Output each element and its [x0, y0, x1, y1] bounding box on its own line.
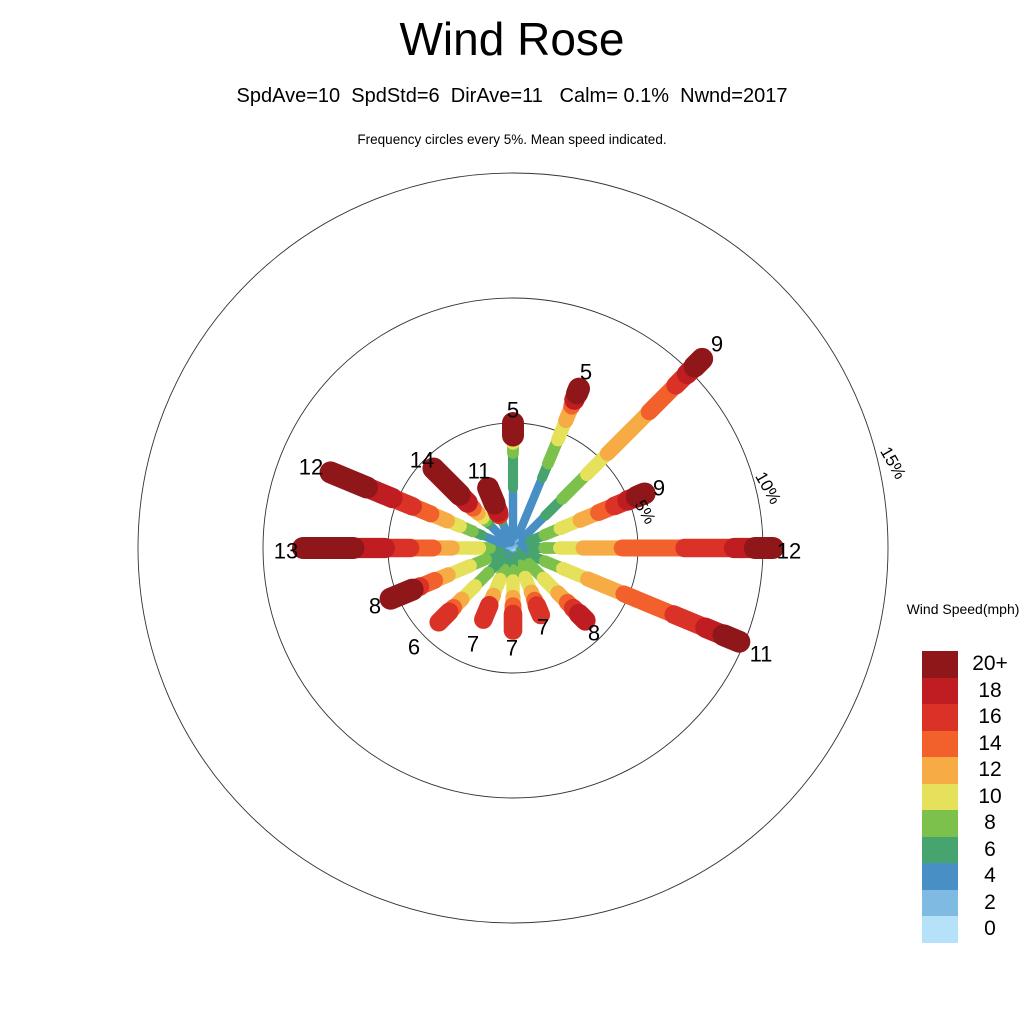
mean-speed-label-W: 13	[274, 539, 298, 564]
legend-swatch	[922, 889, 958, 916]
legend-entry: 8	[922, 810, 1022, 837]
page-title: Wind Rose	[399, 13, 625, 65]
legend-entry: 2	[922, 889, 1022, 916]
ray-segment-ESE-20mph	[712, 624, 751, 653]
mean-speed-label-WSW: 8	[369, 594, 381, 619]
legend-entry: 18	[922, 677, 1022, 704]
ray-SSW	[474, 545, 516, 629]
frequency-ring-15pct	[137, 172, 889, 924]
ray-segment-NE-12mph	[599, 404, 657, 462]
legend-swatch	[922, 836, 958, 863]
legend-entry: 12	[922, 757, 1022, 784]
ray-segment-SE-18mph	[568, 603, 596, 631]
ray-NNE	[510, 377, 591, 551]
ray-segment-NE-4mph	[518, 511, 550, 543]
wind-speed-legend: Wind Speed(mph) 20+ 18 16 14 12 10 8 6 4 2 0	[890, 600, 1024, 943]
ray-segment-SSW-16mph	[474, 595, 499, 629]
mean-speed-label-SSW: 7	[467, 632, 479, 657]
legend-entry-label: 20+	[972, 652, 1008, 675]
ray-segment-NE-20mph	[683, 347, 714, 378]
mean-speed-label-SW: 6	[408, 635, 420, 660]
legend-entry: 14	[922, 730, 1022, 757]
ray-segment-SW-16mph	[429, 602, 459, 632]
ray-SSE	[510, 545, 551, 625]
ring-label-10pct: 10%	[751, 469, 784, 508]
ray-segment-NW-20mph	[422, 457, 471, 506]
legend-entry-label: 18	[978, 678, 1002, 702]
ray-segment-WNW-20mph	[319, 461, 379, 499]
stats-subtitle: SpdAve=10 SpdStd=6 DirAve=11 Calm= 0.1% …	[236, 85, 788, 107]
legend-swatch	[922, 730, 958, 757]
mean-speed-label-E: 12	[777, 539, 801, 564]
ray-segment-SSE-16mph	[527, 596, 551, 625]
mean-speed-label-NE: 9	[711, 332, 723, 357]
mean-speed-label-SE: 8	[588, 621, 600, 646]
ray-segment-ENE-20mph	[625, 482, 656, 508]
mean-speed-label-S: 7	[506, 636, 518, 661]
legend-entry: 4	[922, 863, 1022, 890]
ray-segment-NNW-20mph	[477, 476, 506, 515]
chart-caption: Frequency circles every 5%. Mean speed i…	[357, 132, 667, 147]
mean-speed-label-ESE: 11	[750, 642, 773, 667]
ray-ESE	[510, 545, 751, 653]
legend-entry: 20+	[922, 651, 1022, 678]
mean-speed-label-NNW: 11	[468, 459, 491, 484]
ray-SE	[510, 545, 596, 631]
legend-entry-label: 8	[984, 811, 996, 834]
mean-speed-label-NW: 14	[410, 448, 434, 473]
legend-entry-label: 2	[984, 890, 996, 914]
ray-SW	[429, 545, 516, 632]
ray-segment-NNE-4mph	[512, 473, 547, 543]
legend-swatch	[922, 651, 958, 678]
legend-swatch	[922, 783, 958, 810]
legend-title: Wind Speed(mph)	[906, 601, 1020, 617]
legend-swatch	[922, 810, 958, 837]
legend-swatch	[922, 863, 958, 890]
legend-entry-label: 4	[984, 864, 996, 887]
ray-NE	[510, 347, 714, 551]
legend-swatch	[922, 757, 958, 784]
legend-entry-label: 0	[984, 917, 996, 940]
legend-entry-label: 6	[984, 837, 996, 861]
legend-entry: 6	[922, 836, 1022, 863]
legend-entry-label: 14	[978, 731, 1002, 755]
ray-NW	[422, 457, 516, 551]
mean-speed-label-NNE: 5	[580, 360, 592, 385]
mean-speed-label-WNW: 12	[299, 455, 323, 480]
legend-entry: 0	[922, 916, 1022, 943]
mean-speed-label-ENE: 9	[653, 476, 665, 501]
legend-swatch	[922, 677, 958, 704]
legend-rows: 20+ 18 16 14 12 10 8 6 4 2 0	[922, 651, 1022, 943]
legend-swatch	[922, 704, 958, 731]
ray-NNW	[477, 476, 516, 551]
ray-segment-NNE-20mph	[566, 377, 591, 405]
mean-speed-label-SSE: 7	[537, 615, 549, 640]
legend-swatch	[922, 916, 958, 943]
legend-entry-label: 12	[978, 758, 1002, 781]
legend-entry: 16	[922, 704, 1022, 731]
legend-entry: 10	[922, 783, 1022, 810]
mean-speed-label-N: 5	[507, 398, 519, 423]
legend-entry-label: 16	[978, 705, 1002, 728]
legend-entry-label: 10	[978, 784, 1002, 808]
ray-segment-WSW-20mph	[379, 578, 424, 610]
